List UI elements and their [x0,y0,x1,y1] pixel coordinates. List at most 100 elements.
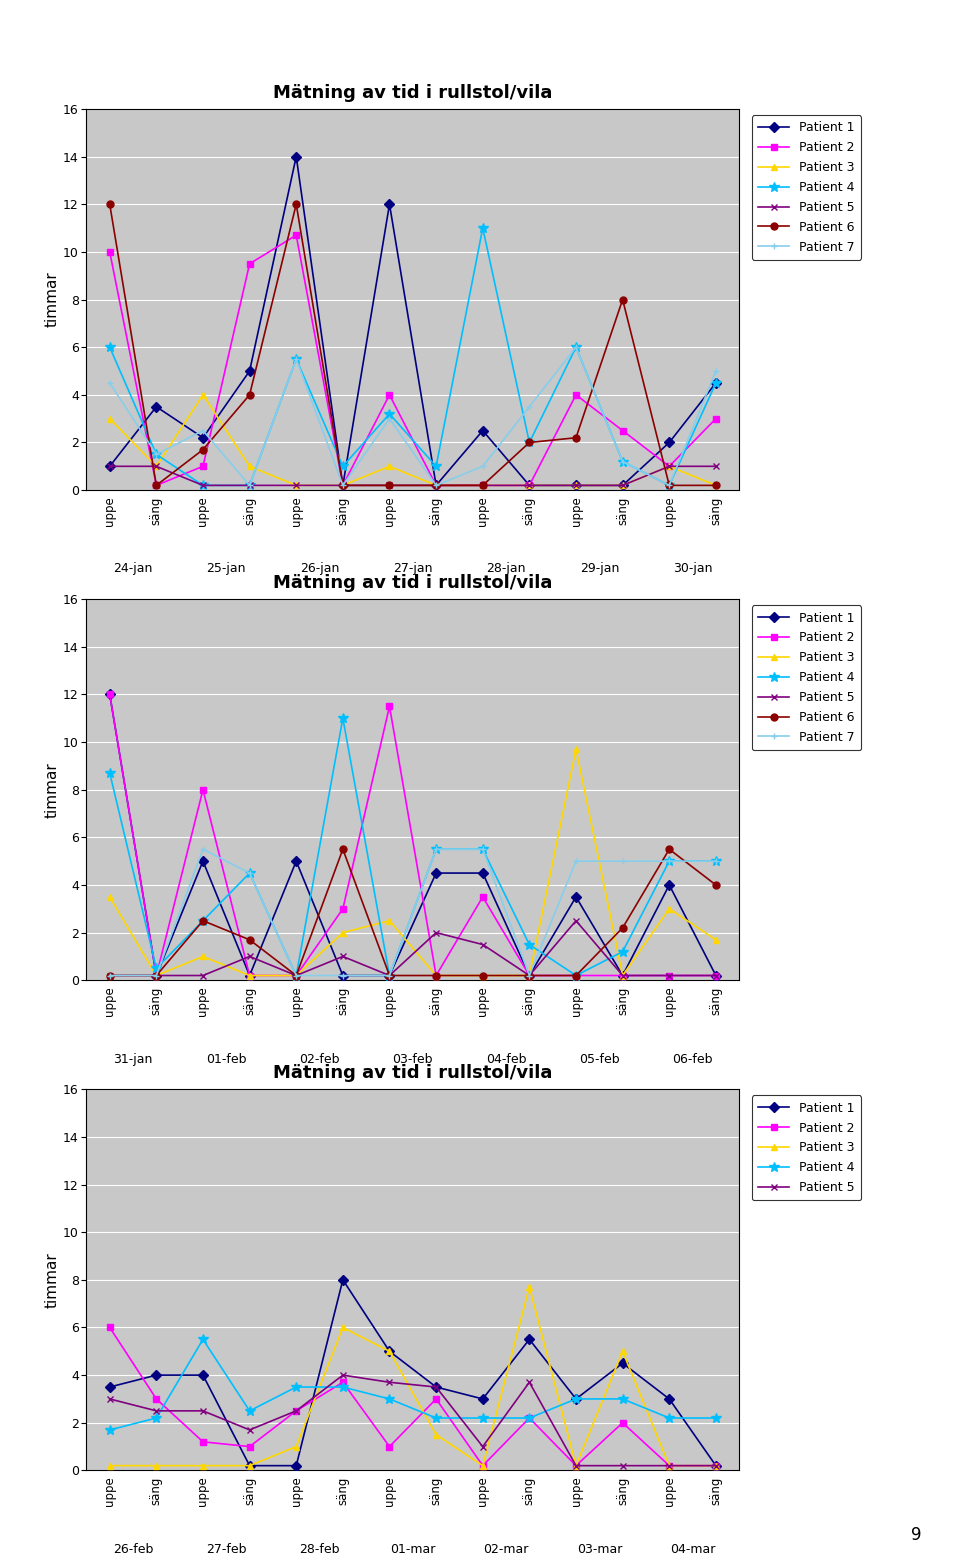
Patient 1 [663,876,675,895]
Patient 6 [430,476,442,495]
Patient 4 [197,476,208,495]
Patient 4 [151,958,162,977]
Patient 1 [337,476,348,495]
Patient 3 [663,899,675,918]
Line: Patient 2: Patient 2 [107,232,719,489]
Patient 2 [384,1438,396,1456]
Patient 6 [617,918,629,937]
Patient 4 [570,966,582,985]
Patient 5 [477,476,489,495]
Text: 02-feb: 02-feb [300,1052,340,1066]
Patient 3 [244,1456,255,1475]
Patient 6 [384,476,396,495]
Patient 7 [291,966,302,985]
Patient 3 [617,476,629,495]
Patient 2 [523,476,535,495]
Patient 5 [617,1456,629,1475]
Patient 5 [663,966,675,985]
Patient 2 [570,386,582,405]
Line: Patient 7: Patient 7 [107,846,719,979]
Patient 5 [337,476,348,495]
Patient 4 [337,710,348,728]
Patient 2 [523,1408,535,1427]
Patient 3 [384,1341,396,1360]
Line: Patient 4: Patient 4 [105,223,721,490]
Patient 1 [384,194,396,213]
Patient 2 [430,476,442,495]
Patient 6 [151,476,162,495]
Patient 1 [291,851,302,870]
Patient 6 [523,966,535,985]
Patient 1 [104,1377,115,1396]
Patient 1 [151,1366,162,1385]
Line: Patient 4: Patient 4 [105,713,721,980]
Patient 7 [384,409,396,428]
Patient 7 [244,864,255,882]
Patient 5 [291,476,302,495]
Patient 7 [570,851,582,870]
Patient 4 [570,1390,582,1408]
Patient 5 [384,476,396,495]
Patient 4 [477,840,489,859]
Patient 6 [104,966,115,985]
Patient 6 [244,386,255,405]
Line: Patient 6: Patient 6 [107,201,719,489]
Patient 1 [197,428,208,447]
Patient 3 [710,1456,722,1475]
Patient 5 [523,966,535,985]
Patient 3 [663,457,675,476]
Patient 4 [430,840,442,859]
Patient 7 [477,457,489,476]
Y-axis label: timmar: timmar [45,762,60,817]
Patient 6 [663,476,675,495]
Patient 3 [477,1456,489,1475]
Patient 3 [104,1456,115,1475]
Patient 4 [617,453,629,471]
Patient 1 [663,1390,675,1408]
Patient 4 [384,1390,396,1408]
Patient 3 [244,966,255,985]
Patient 3 [197,948,208,966]
Patient 1 [617,1354,629,1372]
Text: 01-feb: 01-feb [206,1052,247,1066]
Patient 2 [477,1456,489,1475]
Line: Patient 1: Patient 1 [107,1276,719,1469]
Line: Patient 2: Patient 2 [107,1324,719,1469]
Patient 4 [570,338,582,356]
Text: 31-jan: 31-jan [113,1052,153,1066]
Text: 28-jan: 28-jan [487,562,526,576]
Patient 7 [477,840,489,859]
Patient 6 [337,476,348,495]
Patient 4 [663,1408,675,1427]
Patient 2 [291,1402,302,1421]
Patient 1 [244,966,255,985]
Patient 4 [477,1408,489,1427]
Patient 4 [197,1330,208,1349]
Line: Patient 1: Patient 1 [107,152,719,489]
Patient 3 [570,476,582,495]
Line: Patient 4: Patient 4 [105,1335,721,1435]
Patient 6 [663,840,675,859]
Patient 3 [197,386,208,405]
Patient 6 [104,194,115,213]
Patient 5 [291,1402,302,1421]
Patient 2 [384,386,396,405]
Line: Patient 2: Patient 2 [107,691,719,979]
Patient 1 [710,966,722,985]
Y-axis label: timmar: timmar [45,1253,60,1307]
Title: Mätning av tid i rullstol/vila: Mätning av tid i rullstol/vila [273,574,553,591]
Patient 2 [477,887,489,906]
Line: Patient 5: Patient 5 [107,916,719,979]
Patient 3 [291,1438,302,1456]
Patient 4 [384,405,396,423]
Text: 24-jan: 24-jan [113,562,153,576]
Patient 5 [710,966,722,985]
Patient 4 [244,864,255,882]
Patient 4 [291,1377,302,1396]
Patient 2 [523,966,535,985]
Patient 1 [384,1341,396,1360]
Patient 1 [477,422,489,440]
Y-axis label: timmar: timmar [45,272,60,327]
Patient 4 [617,943,629,962]
Patient 1 [291,148,302,166]
